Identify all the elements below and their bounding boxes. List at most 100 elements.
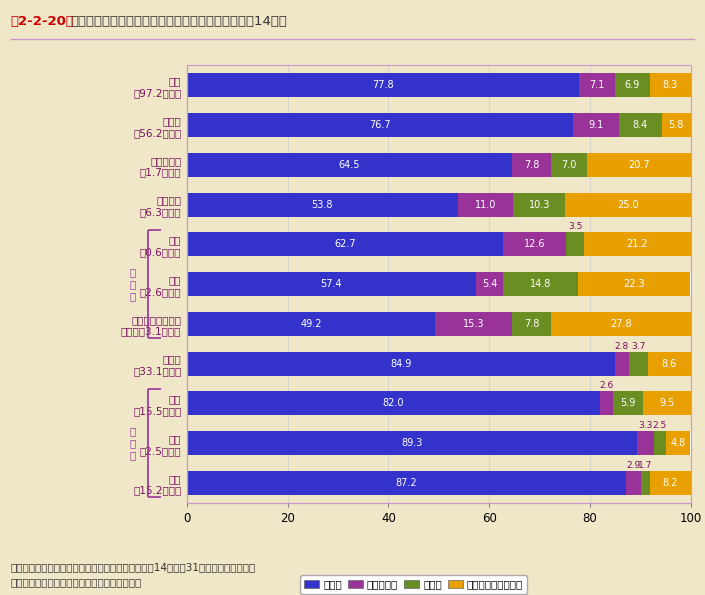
Text: 89.3: 89.3 <box>401 438 422 448</box>
Bar <box>187 113 691 137</box>
Text: 7.0: 7.0 <box>561 160 577 170</box>
Text: 組
織
別: 組 織 別 <box>130 268 135 300</box>
Bar <box>615 352 629 375</box>
Text: 2.5: 2.5 <box>653 421 667 430</box>
Text: 14.8: 14.8 <box>530 279 551 289</box>
Text: 57.4: 57.4 <box>321 279 343 289</box>
Bar <box>641 471 649 495</box>
Text: 8.3: 8.3 <box>663 80 678 90</box>
Bar <box>187 312 691 336</box>
Text: 資料：総務省統計局「科学技術研究調査報告」: 資料：総務省統計局「科学技術研究調査報告」 <box>11 577 142 587</box>
Bar <box>565 193 692 217</box>
Bar <box>187 193 691 217</box>
Text: 7.8: 7.8 <box>524 319 539 329</box>
Bar <box>643 392 691 415</box>
Bar <box>187 272 691 296</box>
Bar <box>187 431 637 455</box>
Bar <box>187 312 435 336</box>
Text: 10.3: 10.3 <box>529 199 550 209</box>
Bar <box>187 352 691 375</box>
Bar <box>626 471 641 495</box>
Bar <box>187 392 600 415</box>
Bar <box>629 352 648 375</box>
Text: 82.0: 82.0 <box>383 399 404 408</box>
Bar <box>187 233 503 256</box>
Text: 15.3: 15.3 <box>462 319 484 329</box>
Text: 84.9: 84.9 <box>390 359 412 369</box>
Text: 87.2: 87.2 <box>396 478 417 488</box>
Text: 77.8: 77.8 <box>372 80 393 90</box>
Text: 49.2: 49.2 <box>300 319 321 329</box>
Bar <box>187 272 476 296</box>
Text: 25.0: 25.0 <box>618 199 639 209</box>
Bar <box>619 113 662 137</box>
Bar <box>187 193 458 217</box>
Bar <box>187 471 691 495</box>
Bar <box>600 392 613 415</box>
Bar <box>648 352 691 375</box>
Bar <box>513 193 565 217</box>
Text: 4.8: 4.8 <box>670 438 686 448</box>
Text: 9.5: 9.5 <box>659 399 675 408</box>
Bar <box>512 312 551 336</box>
Bar <box>187 233 691 256</box>
Text: 62.7: 62.7 <box>334 239 355 249</box>
Text: 11.0: 11.0 <box>475 199 496 209</box>
Text: 7.1: 7.1 <box>589 80 605 90</box>
Bar <box>435 312 512 336</box>
Text: 12.6: 12.6 <box>524 239 546 249</box>
Bar <box>584 233 691 256</box>
Bar <box>662 113 691 137</box>
Text: 8.6: 8.6 <box>661 359 677 369</box>
Bar <box>458 193 513 217</box>
Bar <box>551 153 587 177</box>
Text: 9.1: 9.1 <box>589 120 604 130</box>
Bar <box>476 272 503 296</box>
Bar <box>551 312 692 336</box>
Bar <box>637 431 654 455</box>
Bar <box>187 73 579 97</box>
Text: 22.3: 22.3 <box>623 279 645 289</box>
Bar <box>566 233 584 256</box>
Bar <box>666 431 690 455</box>
Text: 1.7: 1.7 <box>638 461 652 470</box>
Bar <box>654 431 666 455</box>
Bar <box>187 352 615 375</box>
Text: 3.7: 3.7 <box>631 342 645 350</box>
Bar <box>503 233 566 256</box>
Text: 8.2: 8.2 <box>663 478 678 488</box>
Bar <box>187 471 626 495</box>
Bar <box>187 153 691 177</box>
Text: 27.8: 27.8 <box>611 319 632 329</box>
Text: 3.3: 3.3 <box>638 421 652 430</box>
Bar <box>187 153 512 177</box>
Text: 2.8: 2.8 <box>615 342 629 350</box>
Text: 6.9: 6.9 <box>625 80 640 90</box>
Text: 第2-2-20図: 第2-2-20図 <box>11 15 75 28</box>
Bar <box>503 272 578 296</box>
Bar <box>512 153 551 177</box>
Bar <box>187 73 691 97</box>
Bar <box>649 471 691 495</box>
Text: 5.8: 5.8 <box>668 120 684 130</box>
Text: 21.2: 21.2 <box>627 239 649 249</box>
Text: 76.7: 76.7 <box>369 120 391 130</box>
Text: 5.4: 5.4 <box>482 279 498 289</box>
Text: 注）各研究従事者数は、人文・社会科学を含む平成14年３月31日現在の値である。: 注）各研究従事者数は、人文・社会科学を含む平成14年３月31日現在の値である。 <box>11 562 256 572</box>
Bar <box>187 113 573 137</box>
Text: 組
織
別: 組 織 別 <box>130 427 135 460</box>
Text: 5.9: 5.9 <box>620 399 636 408</box>
Bar <box>187 392 691 415</box>
Text: 8.4: 8.4 <box>633 120 648 130</box>
Text: 2.9: 2.9 <box>627 461 641 470</box>
Bar <box>579 73 615 97</box>
Bar <box>187 431 691 455</box>
Text: 3.5: 3.5 <box>568 223 582 231</box>
Text: 7.8: 7.8 <box>524 160 539 170</box>
Text: 我が国の研究関係従事者数の組織別構成比（平成14年）: 我が国の研究関係従事者数の組織別構成比（平成14年） <box>70 15 288 28</box>
Text: 53.8: 53.8 <box>312 199 333 209</box>
Text: 20.7: 20.7 <box>628 160 649 170</box>
Bar <box>587 153 691 177</box>
Bar <box>578 272 690 296</box>
Bar <box>649 73 692 97</box>
